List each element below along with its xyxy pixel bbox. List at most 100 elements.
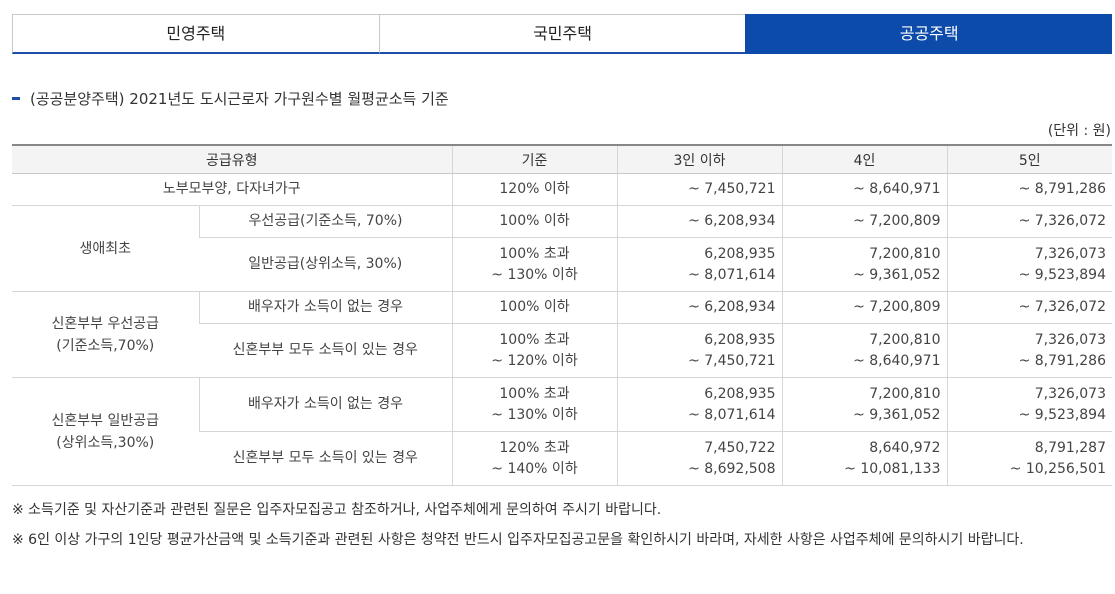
value-line: 7,326,073 [1034,385,1106,402]
criteria-cell: 120% 이하 [451,173,617,206]
value-line: ~ 10,081,133 [844,460,941,477]
value-line: 7,450,722 [704,439,776,456]
table-row: 신혼부부 모두 소득이 있는 경우 100% 초과 ~ 120% 이하 6,20… [12,323,1112,378]
income-criteria-table: 공급유형 기준 3인 이하 4인 5인 노부모부양, 다자녀가구 120% 이하… [12,144,1112,486]
criteria-cell: 100% 초과 ~ 120% 이하 [451,323,617,378]
value-4-cell: 7,200,810 ~ 8,640,971 [781,323,947,378]
value-4-cell: ~ 8,640,971 [781,173,947,206]
notes: ※ 소득기준 및 자산기준과 관련된 질문은 입주자모집공고 참조하거나, 사업… [12,499,1107,559]
note-text: ※ 소득기준 및 자산기준과 관련된 질문은 입주자모집공고 참조하거나, 사업… [12,502,662,518]
value-3-cell: 6,208,935 ~ 7,450,721 [616,323,782,378]
value-5-cell: 7,326,073 ~ 8,791,286 [946,323,1112,378]
value-5-cell: ~ 8,791,286 [946,173,1112,206]
value-4-cell: 7,200,810 ~ 9,361,052 [781,377,947,432]
supply-type-cell: 노부모부양, 다자녀가구 [12,173,452,206]
unit-label: (단위 : 원) [1047,123,1111,139]
note-text: ※ 6인 이상 가구의 1인당 평균가산금액 및 소득기준과 관련된 사항은 청… [12,532,1024,548]
group-newlywed-priority-cell: 신혼부부 우선공급 (기준소득,70%) [12,291,199,378]
value-line: ~ 8,640,971 [853,352,941,369]
value-line: ~ 8,692,508 [688,460,776,477]
criteria-line: ~ 130% 이하 [491,266,578,283]
sub-type-cell: 배우자가 소득이 없는 경우 [198,377,452,432]
value-line: 7,200,810 [869,385,941,402]
criteria-cell: 100% 이하 [451,205,617,238]
group-newlywed-general-cell: 신혼부부 일반공급 (상위소득,30%) [12,377,199,486]
value-line: 7,200,810 [869,245,941,262]
value-line: 6,208,935 [704,331,776,348]
value-line: 7,200,810 [869,331,941,348]
value-3-cell: ~ 6,208,934 [616,291,782,324]
value-line: 7,326,073 [1034,245,1106,262]
value-3-cell: ~ 7,450,721 [616,173,782,206]
criteria-line: ~ 130% 이하 [491,406,578,423]
value-line: 6,208,935 [704,245,776,262]
value-5-cell: 8,791,287 ~ 10,256,501 [946,431,1112,486]
criteria-cell: 100% 초과 ~ 130% 이하 [451,237,617,292]
table-header-row: 공급유형 기준 3인 이하 4인 5인 [12,145,1112,174]
value-3-cell: 7,450,722 ~ 8,692,508 [616,431,782,486]
table-row: 생애최초 우선공급(기준소득, 70%) 100% 이하 ~ 6,208,934… [12,205,1112,292]
value-3-cell: 6,208,935 ~ 8,071,614 [616,377,782,432]
value-line: ~ 9,361,052 [853,266,941,283]
value-line: ~ 7,450,721 [688,352,776,369]
criteria-line: 120% 초과 [499,439,570,456]
value-line: ~ 8,071,614 [688,266,776,283]
header-criteria: 기준 [451,145,617,174]
value-3-cell: 6,208,935 ~ 8,071,614 [616,237,782,292]
value-4-cell: 8,640,972 ~ 10,081,133 [781,431,947,486]
tab-private-housing[interactable]: 민영주택 [12,14,379,54]
value-4-cell: ~ 7,200,809 [781,205,947,238]
value-4-cell: ~ 7,200,809 [781,291,947,324]
value-line: ~ 9,523,894 [1018,266,1106,283]
sub-type-cell: 일반공급(상위소득, 30%) [199,237,452,292]
title-bullet-icon [12,97,20,100]
table-row: 일반공급(상위소득, 30%) 100% 초과 ~ 130% 이하 6,208,… [12,237,1112,292]
value-line: 8,791,287 [1034,439,1106,456]
table-row: 신혼부부 우선공급 (기준소득,70%) 배우자가 소득이 없는 경우 100%… [12,291,1112,378]
value-line: ~ 8,071,614 [688,406,776,423]
header-supply-type: 공급유형 [12,145,452,174]
group-label-line: (기준소득,70%) [56,337,155,354]
value-5-cell: ~ 7,326,072 [946,291,1112,324]
tab-national-housing[interactable]: 국민주택 [378,14,746,54]
group-label-line: 신혼부부 일반공급 [51,412,160,429]
group-first-home-cell: 생애최초 [12,205,199,292]
value-line: 8,640,972 [869,439,941,456]
sub-type-cell: 신혼부부 모두 소득이 있는 경우 [199,431,452,486]
value-5-cell: ~ 7,326,072 [946,205,1112,238]
criteria-line: 100% 초과 [499,331,570,348]
value-3-cell: ~ 6,208,934 [616,205,782,238]
criteria-cell: 100% 초과 ~ 130% 이하 [451,377,617,432]
header-3-persons: 3인 이하 [616,145,782,174]
value-5-cell: 7,326,073 ~ 9,523,894 [946,377,1112,432]
value-line: ~ 9,361,052 [853,406,941,423]
group-label-line: (상위소득,30%) [56,434,155,451]
sub-type-cell: 신혼부부 모두 소득이 있는 경우 [199,323,452,378]
criteria-line: ~ 120% 이하 [491,352,578,369]
value-line: ~ 8,791,286 [1018,352,1106,369]
criteria-line: 100% 초과 [499,245,570,262]
tab-public-housing[interactable]: 공공주택 [745,14,1113,54]
criteria-cell: 120% 초과 ~ 140% 이하 [451,431,617,486]
table-row: 신혼부부 일반공급 (상위소득,30%) 배우자가 소득이 없는 경우 100%… [12,377,1112,486]
section-title: (공공분양주택) 2021년도 도시근로자 가구원수별 월평균소득 기준 [12,88,449,109]
value-line: ~ 9,523,894 [1018,406,1106,423]
header-4-persons: 4인 [781,145,947,174]
header-5-persons: 5인 [946,145,1112,174]
value-line: 7,326,073 [1034,331,1106,348]
criteria-cell: 100% 이하 [451,291,617,324]
group-label-line: 신혼부부 우선공급 [51,315,160,332]
sub-type-cell: 배우자가 소득이 없는 경우 [198,291,452,324]
group-first-home-label: 생애최초 [79,241,132,257]
criteria-line: ~ 140% 이하 [491,460,578,477]
sub-type-cell: 우선공급(기준소득, 70%) [198,205,452,238]
criteria-line: 100% 초과 [499,385,570,402]
value-line: 6,208,935 [704,385,776,402]
value-4-cell: 7,200,810 ~ 9,361,052 [781,237,947,292]
value-line: ~ 10,256,501 [1009,460,1106,477]
table-row: 노부모부양, 다자녀가구 120% 이하 ~ 7,450,721 ~ 8,640… [12,173,1112,206]
housing-type-tabs: 민영주택 국민주택 공공주택 [12,14,1113,54]
value-5-cell: 7,326,073 ~ 9,523,894 [946,237,1112,292]
section-title-text: (공공분양주택) 2021년도 도시근로자 가구원수별 월평균소득 기준 [30,90,449,108]
table-row: 신혼부부 모두 소득이 있는 경우 120% 초과 ~ 140% 이하 7,45… [12,431,1112,486]
